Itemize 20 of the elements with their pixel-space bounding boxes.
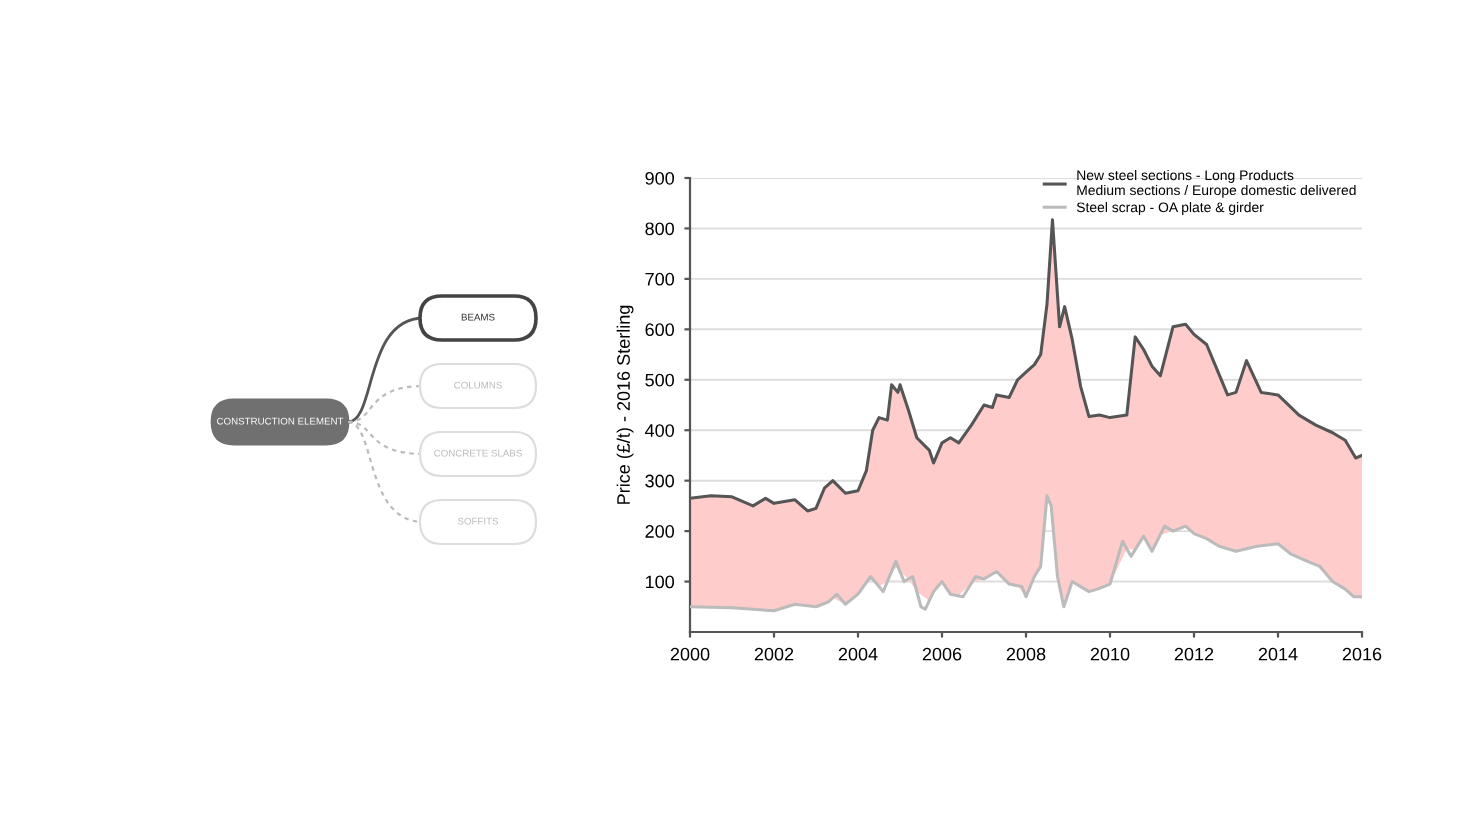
x-tick-label: 2014 [1258, 647, 1298, 661]
y-tick-label: 700 [645, 272, 675, 286]
y-tick-label: 900 [645, 171, 675, 185]
x-tick-label: 2004 [838, 647, 878, 661]
y-tick-label: 500 [645, 373, 675, 387]
x-tick-label: 2000 [670, 647, 710, 661]
y-tick-label: 600 [645, 323, 675, 337]
y-tick-label: 400 [645, 424, 675, 437]
y-tick-label: 100 [645, 575, 675, 589]
y-tick-label: 200 [645, 525, 675, 538]
x-tick-label: 2002 [754, 647, 794, 661]
x-tick-label: 2008 [1006, 647, 1046, 661]
x-tick-label: 2012 [1174, 647, 1214, 661]
x-tick-label: 2006 [922, 647, 962, 661]
y-tick-label: 300 [645, 474, 675, 488]
line-series [690, 494, 1362, 613]
y-tick-label: 800 [645, 222, 675, 236]
x-tick-label: 2010 [1090, 647, 1130, 661]
y-axis-title: Price (£/t) - 2016 Sterling [616, 305, 634, 504]
x-tick-label: 2016 [1342, 647, 1382, 661]
